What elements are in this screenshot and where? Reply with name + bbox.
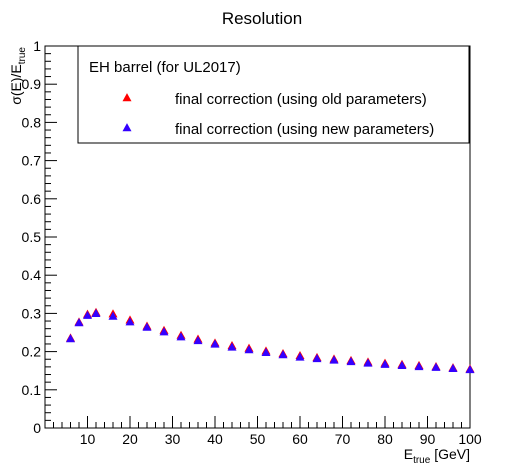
- legend-header: EH barrel (for UL2017): [89, 59, 241, 76]
- y-tick-label: 0.2: [22, 344, 42, 360]
- legend-entry-new-parameters: final correction (using new parameters): [175, 121, 434, 138]
- x-tick-label: 80: [377, 431, 393, 447]
- y-tick-label: 0.4: [22, 267, 42, 283]
- x-tick-label: 30: [165, 431, 181, 447]
- x-tick-label: 40: [207, 431, 223, 447]
- y-tick-label: 0.1: [22, 382, 42, 398]
- x-tick-label: 10: [80, 431, 96, 447]
- x-axis-label-unit: [GeV]: [430, 446, 470, 462]
- x-axis-label-subscript: true: [413, 455, 431, 466]
- y-tick-label: 0.6: [22, 191, 42, 207]
- y-tick-label: 0: [33, 420, 41, 436]
- y-axis-label-subscript: true: [17, 47, 28, 65]
- y-tick-label: 0.3: [22, 305, 42, 321]
- x-tick-label: 50: [250, 431, 266, 447]
- x-tick-label: 100: [458, 431, 482, 447]
- y-axis-label-main: σ(E)/E: [8, 64, 24, 105]
- x-tick-label: 20: [122, 431, 138, 447]
- x-tick-label: 90: [420, 431, 436, 447]
- x-axis-label-main: E: [404, 446, 413, 462]
- x-tick-label: 60: [292, 431, 308, 447]
- chart-title: Resolution: [222, 9, 302, 28]
- legend: EH barrel (for UL2017) final correction …: [78, 46, 469, 143]
- y-tick-label: 0.9: [22, 76, 42, 92]
- y-tick-label: 0.8: [22, 114, 42, 130]
- y-tick-label: 0.7: [22, 153, 42, 169]
- legend-entry-old-parameters: final correction (using old parameters): [175, 91, 427, 108]
- y-tick-label: 1: [33, 38, 41, 54]
- y-tick-label: 0.5: [22, 229, 42, 245]
- x-tick-label: 70: [335, 431, 351, 447]
